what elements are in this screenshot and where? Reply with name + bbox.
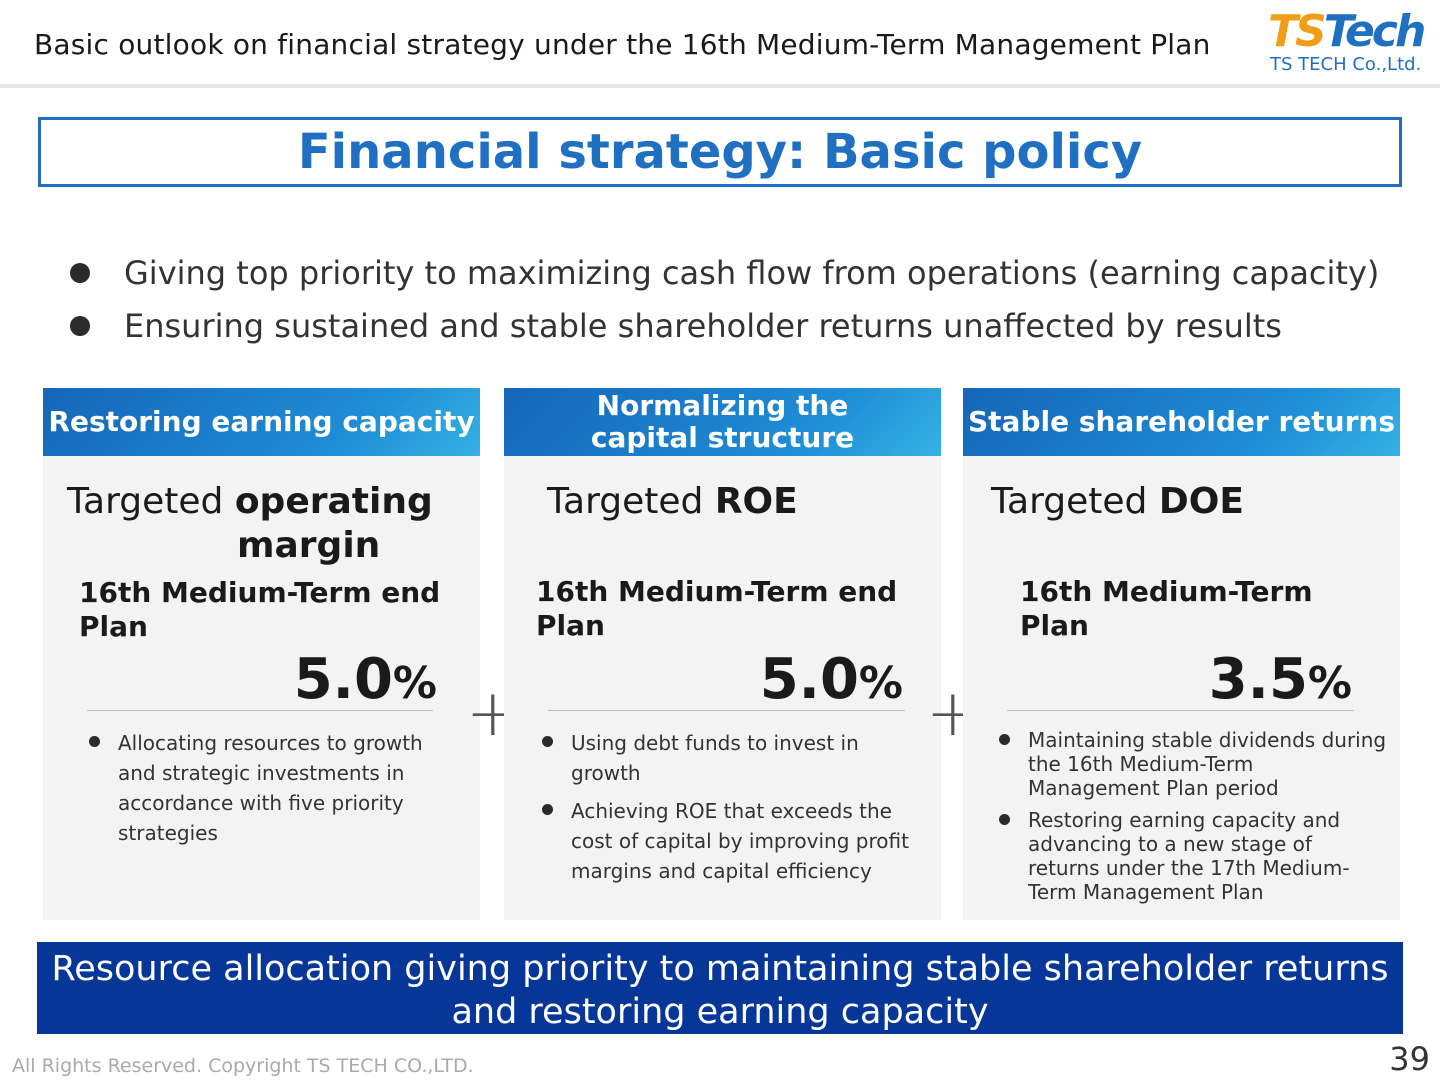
bullet-dot-icon (70, 262, 90, 283)
page-number: 39 (1389, 1040, 1430, 1078)
policy-bullet-text: Ensuring sustained and stable shareholde… (124, 306, 1282, 345)
target-title: Targeted ROE (547, 481, 798, 522)
policy-title: Financial strategy: Basic policy (297, 124, 1143, 180)
note-item: Restoring earning capacity and advancing… (999, 808, 1389, 904)
banner-line: and restoring earning capacity (451, 992, 989, 1032)
slide-header-title: Basic outlook on financial strategy unde… (34, 28, 1211, 61)
target-title: Targeted operating (67, 481, 433, 522)
target-title-continued: margin (237, 525, 381, 566)
policy-bullet-list: Giving top priority to maximizing cash f… (68, 246, 1379, 352)
target-value: 5.0% (759, 647, 903, 712)
copyright-text: All Rights Reserved. Copyright TS TECH C… (12, 1055, 474, 1077)
policy-title-box: Financial strategy: Basic policy (38, 117, 1402, 187)
logo-company-name: TS TECH Co.,Ltd. (1270, 54, 1422, 75)
plan-label: 16th Medium-Term end Plan (79, 576, 441, 643)
bullet-dot-icon (89, 736, 100, 747)
column-notes: Maintaining stable dividends during the … (999, 728, 1389, 904)
note-item: Achieving ROE that exceeds the cost of c… (542, 796, 927, 886)
column-header: Stable shareholder returns (963, 388, 1400, 456)
column-notes: Using debt funds to invest in growth Ach… (542, 728, 927, 886)
column-header: Restoring earning capacity (43, 388, 480, 456)
plan-label: 16th Medium-Term end Plan (536, 575, 898, 642)
resource-allocation-banner: Resource allocation giving priority to m… (37, 942, 1403, 1034)
column-earning-capacity: Restoring earning capacity Targeted oper… (43, 388, 480, 920)
policy-bullet-text: Giving top priority to maximizing cash f… (124, 253, 1380, 292)
column-capital-structure: Normalizing the capital structure Target… (504, 388, 941, 920)
bullet-dot-icon (542, 804, 553, 815)
header-divider (0, 84, 1440, 88)
bullet-dot-icon (542, 736, 553, 747)
note-item: Maintaining stable dividends during the … (999, 728, 1389, 800)
column-shareholder-returns: Stable shareholder returns Targeted DOE … (963, 388, 1400, 920)
column-header: Normalizing the capital structure (504, 388, 941, 456)
bullet-dot-icon (999, 814, 1010, 825)
value-divider (1007, 710, 1354, 711)
column-notes: Allocating resources to growth and strat… (89, 728, 439, 848)
bullet-dot-icon (999, 734, 1010, 745)
logo-mark: TSTech (1268, 6, 1426, 57)
company-logo: TSTech TS TECH Co.,Ltd. (1266, 6, 1432, 78)
target-title: Targeted DOE (991, 481, 1244, 522)
value-divider (548, 710, 905, 711)
target-value: 5.0% (293, 647, 437, 712)
policy-bullet: Ensuring sustained and stable shareholde… (68, 299, 1379, 352)
target-value: 3.5% (1208, 647, 1352, 712)
plan-label: 16th Medium-Term Plan (1020, 575, 1313, 642)
note-item: Using debt funds to invest in growth (542, 728, 927, 788)
banner-line: Resource allocation giving priority to m… (51, 949, 1389, 989)
note-item: Allocating resources to growth and strat… (89, 728, 439, 848)
value-divider (87, 710, 433, 711)
bullet-dot-icon (70, 315, 90, 336)
policy-bullet: Giving top priority to maximizing cash f… (68, 246, 1379, 299)
